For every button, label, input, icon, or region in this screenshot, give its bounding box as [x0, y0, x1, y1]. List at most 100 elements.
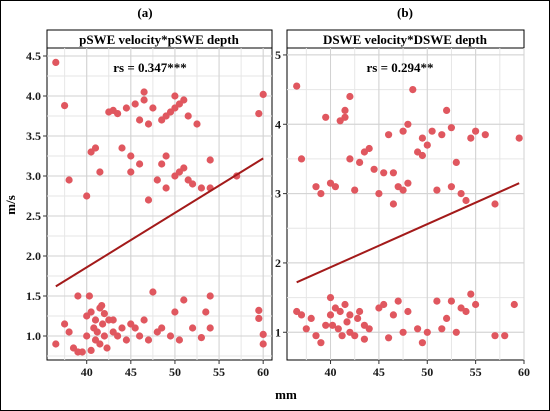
panel-b-data-point: [433, 186, 441, 194]
panel-a-data-point: [65, 328, 73, 336]
panel-b-data-point: [331, 183, 339, 191]
panel-b-data-point: [438, 325, 446, 333]
panel-a-data-point: [144, 120, 153, 128]
panel-a-data-point: [189, 180, 197, 188]
panel-a-data-point: [103, 344, 111, 352]
panel-b-data-point: [472, 300, 480, 309]
panel-a-data-point: [140, 88, 148, 96]
panel-a-y-tick-label: 1.5: [26, 289, 41, 303]
panel-a-data-point: [171, 308, 179, 316]
panel-b-data-point: [365, 325, 373, 333]
panel-b-data-point: [326, 311, 335, 319]
panel-a-data-point: [87, 346, 95, 354]
panel-a-y-tick-label: 3.5: [26, 129, 41, 143]
panel-a-data-point: [136, 116, 144, 124]
panel-a-data-point: [184, 112, 192, 120]
panel-a-data-point: [122, 336, 130, 344]
panel-a: (a) pSWE velocity*pSWE depth 40 45 50 55 60 1…: [26, 5, 273, 379]
panel-b-data-point: [385, 131, 393, 139]
panel-b-data-point: [501, 332, 509, 340]
panel-b-x-tick-label: 40: [325, 365, 337, 379]
panel-b-data-point: [341, 113, 349, 121]
panel-a-data-point: [255, 110, 263, 118]
panel-a-y-tick-label: 1.0: [26, 329, 41, 343]
panel-a-fit-line: [55, 157, 264, 288]
panel-b-y-tick-label: 1: [275, 325, 281, 339]
panel-b-data-point: [399, 328, 407, 336]
panel-b-data-point: [302, 325, 310, 333]
panel-b-data-point: [462, 196, 470, 205]
panel-a-data-point: [149, 104, 157, 112]
panel-a-data-point: [87, 308, 95, 316]
panel-b-data-point: [510, 300, 518, 309]
panel-b-data-point: [428, 127, 436, 135]
panel-a-data-point: [96, 168, 104, 176]
panel-a-data-point: [180, 96, 188, 104]
panel-b-data-point: [312, 183, 320, 191]
panel-a-data-point: [259, 340, 267, 348]
panel-a-y-tick-label: 2.0: [26, 249, 41, 263]
panel-b-data-point: [346, 311, 354, 319]
panel-a-data-point: [255, 306, 263, 314]
panel-a-y-tick-label: 3.0: [26, 169, 41, 183]
panel-b-data-point: [418, 151, 426, 160]
panel-a-grid: [47, 48, 272, 360]
panel-a-data-point: [52, 58, 60, 66]
panel-b: (b) DSWE velocity*DSWE depth 40 45 50 55 601…: [275, 5, 530, 379]
panel-a-data-point: [140, 316, 148, 324]
panel-b-data-point: [338, 332, 346, 340]
panel-a-data-point: [202, 308, 210, 316]
panel-b-data-point: [351, 186, 359, 194]
panel-b-data-point: [399, 186, 407, 194]
panel-b-title: DSWE velocity*DSWE depth: [323, 32, 488, 47]
panel-b-data-point: [380, 169, 388, 177]
panel-a-data-point: [162, 152, 170, 160]
panel-b-data-point: [433, 297, 441, 305]
panel-a-data-point: [206, 156, 214, 164]
panel-b-data-point: [356, 307, 364, 316]
panel-a-data-point: [99, 320, 107, 328]
panel-a-letter: (a): [137, 5, 152, 20]
panel-b-x-tick-label: 45: [373, 365, 385, 379]
panel-a-data-point: [180, 296, 188, 304]
panel-a-data-point: [83, 192, 91, 200]
panel-a-data-point: [100, 310, 108, 318]
panel-b-data-point: [447, 124, 455, 132]
panel-b-data-point: [356, 158, 364, 166]
panel-b-points: [293, 82, 523, 347]
panel-b-data-point: [343, 318, 351, 326]
panel-b-data-point: [312, 332, 320, 340]
panel-a-data-point: [144, 196, 153, 204]
panel-a-data-point: [259, 90, 267, 98]
panel-a-data-point: [158, 160, 166, 168]
panel-a-ticks: 40 45 50 55 60 1.0 1.5 2.0 2.5 3.0 3.5 4.0 4.5: [26, 49, 269, 379]
panel-b-data-point: [443, 314, 451, 322]
panel-a-data-point: [180, 164, 188, 172]
panel-b-data-point: [346, 92, 354, 101]
panel-a-data-point: [193, 120, 201, 128]
panel-b-data-point: [462, 307, 470, 316]
panel-b-data-point: [447, 297, 455, 305]
panel-b-data-point: [481, 131, 489, 139]
panel-b-data-point: [467, 134, 475, 142]
panel-a-x-tick-label: 40: [81, 365, 93, 379]
panel-a-data-point: [98, 302, 106, 310]
panel-b-data-point: [360, 335, 368, 343]
panel-b-plot-area: [286, 47, 525, 361]
panel-a-data-point: [52, 340, 60, 348]
panel-a-x-tick-label: 55: [213, 365, 225, 379]
panel-a-data-point: [131, 100, 139, 108]
panel-a-data-point: [127, 152, 135, 160]
panel-a-data-point: [149, 288, 157, 296]
panel-b-data-point: [447, 183, 455, 191]
panel-b-data-point: [452, 158, 460, 166]
panel-b-y-tick-label: 5: [275, 48, 281, 62]
panel-a-data-point: [136, 160, 144, 168]
panel-a-data-point: [78, 348, 86, 356]
panel-a-x-tick-label: 45: [125, 365, 137, 379]
panel-b-y-tick-label: 3: [275, 187, 281, 201]
panel-a-data-point: [61, 102, 69, 110]
panel-a-data-point: [109, 316, 117, 324]
panel-a-data-point: [158, 324, 166, 332]
